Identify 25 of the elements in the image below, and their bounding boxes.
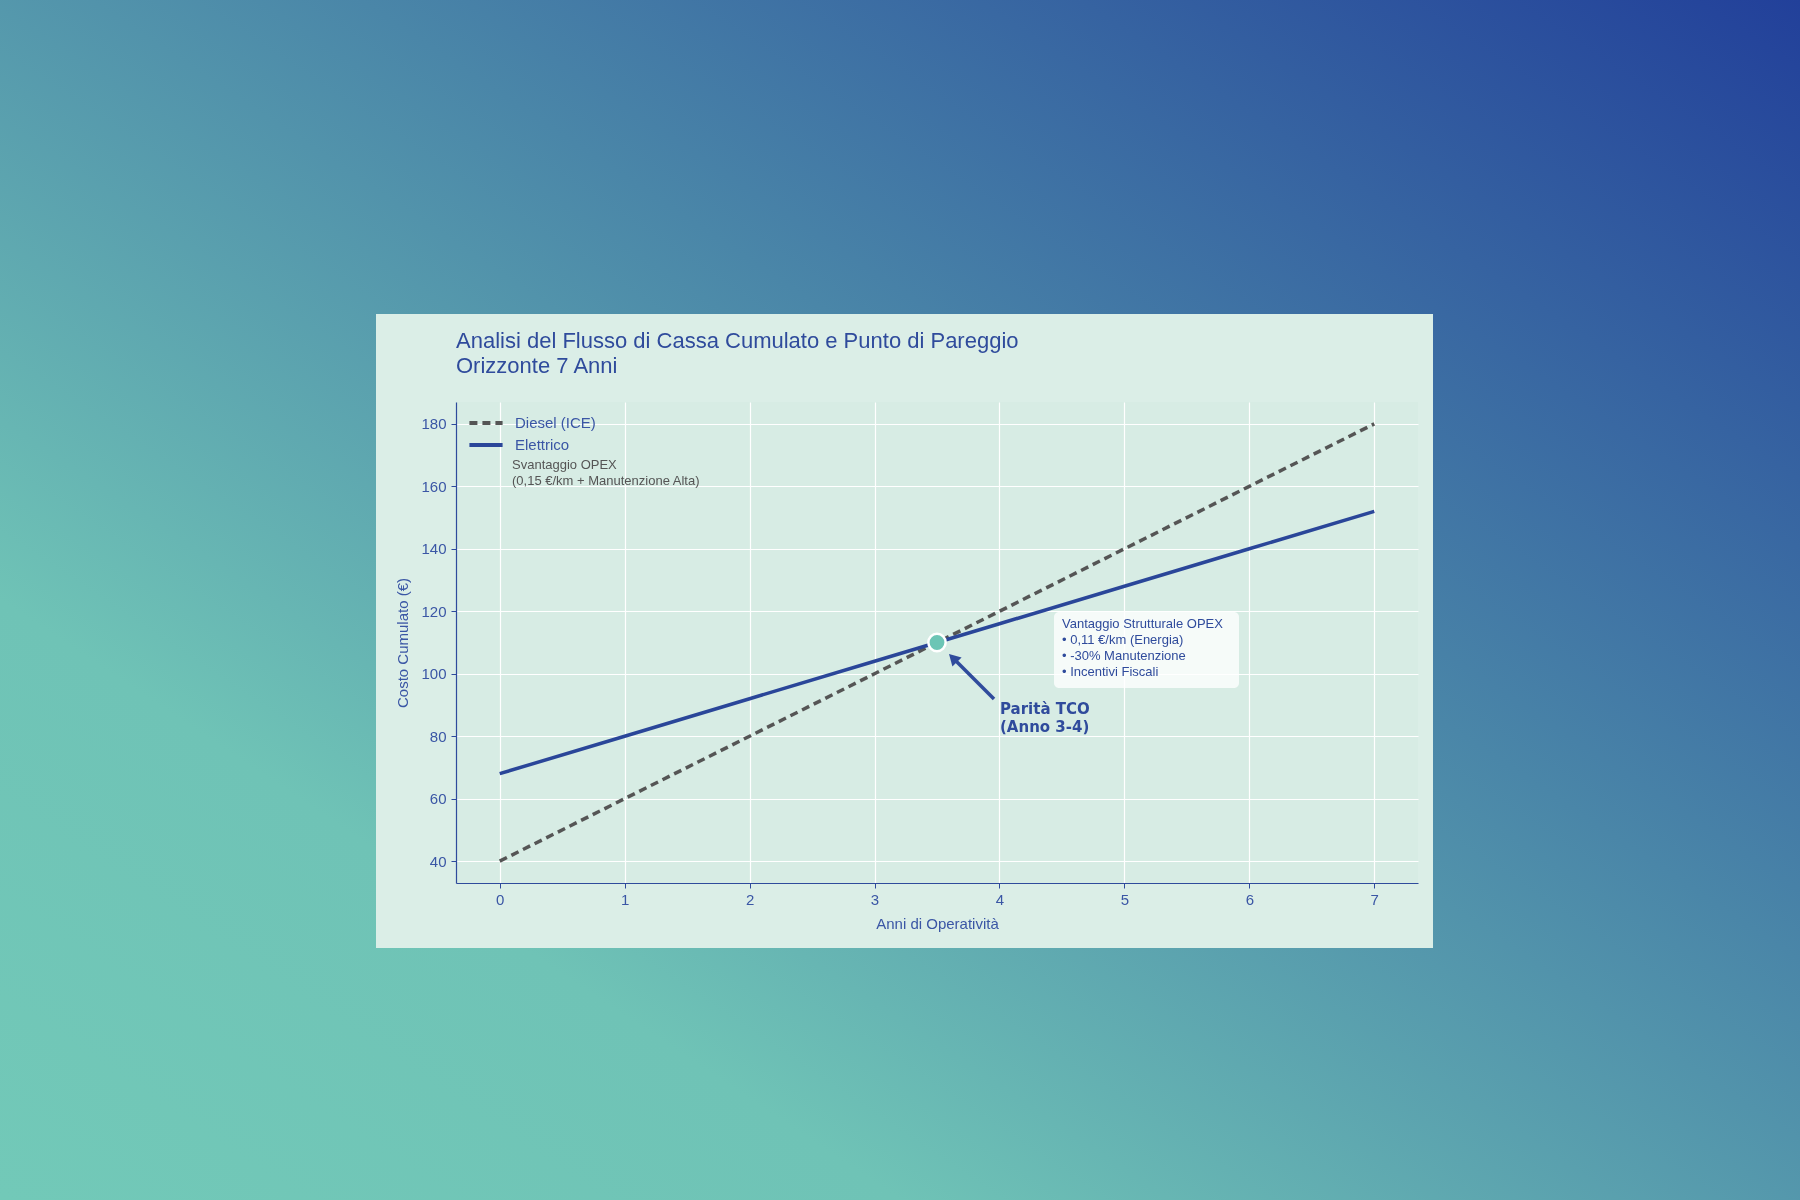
annotation: Parità TCO (Anno 3-4)	[1000, 700, 1090, 736]
y-tick-label: 180	[421, 415, 447, 433]
x-tick-label: 6	[1245, 890, 1255, 908]
x-axis-title: Anni di Operatività	[876, 914, 1000, 932]
y-tick-label: 140	[421, 540, 447, 558]
chart-title: Analisi del Flusso di Cassa Cumulato e Punto di Pareggio Orizzonte 7 Anni	[456, 328, 1019, 378]
x-tick-label: 2	[745, 890, 755, 908]
y-tick-label: 160	[421, 477, 447, 495]
annotation: Vantaggio Strutturale OPEX • 0,11 €/km (Energia) • -30% Manutenzione • Incentivi Fiscali	[1062, 616, 1224, 679]
x-tick-label: 3	[870, 890, 880, 908]
annotation: Svantaggio OPEX (0,15 €/km + Manutenzione Alta)	[512, 457, 700, 488]
x-tick-label: 4	[995, 890, 1005, 908]
y-tick-label: 80	[429, 727, 447, 745]
y-tick-label: 40	[429, 852, 447, 870]
y-tick-label: 60	[429, 790, 447, 808]
x-tick-label: 1	[620, 890, 630, 908]
x-tick-label: 7	[1370, 890, 1379, 908]
legend-label: Elettrico	[515, 436, 570, 453]
legend-label: Diesel (ICE)	[515, 414, 596, 431]
y-tick-label: 100	[421, 665, 447, 683]
y-tick-label: 120	[421, 602, 447, 620]
x-tick-label: 0	[496, 890, 505, 908]
y-axis-title: Costo Cumulato (€)	[394, 577, 412, 709]
line-series	[497, 509, 1377, 776]
x-tick-label: 5	[1120, 890, 1130, 908]
